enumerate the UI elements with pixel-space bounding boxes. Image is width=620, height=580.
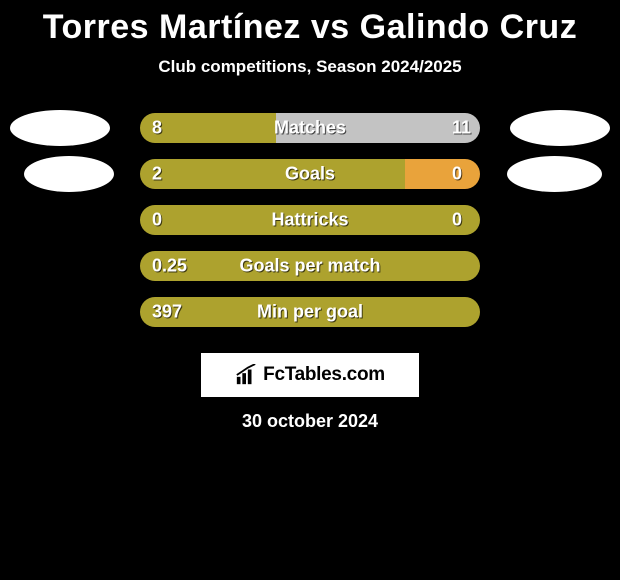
comparison-bars: 8 Matches 11 2 Goals 0 0 Hattricks 0 0.2… xyxy=(0,105,620,335)
bar-segment-right xyxy=(405,159,480,189)
player-avatar xyxy=(10,110,110,146)
bar-value-left: 8 xyxy=(152,118,162,139)
bar-row-goals: 2 Goals 0 xyxy=(0,151,620,197)
bar-chart-icon xyxy=(235,364,257,386)
bar-value-left: 0 xyxy=(152,210,162,231)
bar-label: Hattricks xyxy=(271,210,348,231)
bar-segment-left xyxy=(140,159,405,189)
bar-label: Matches xyxy=(274,118,346,139)
site-logo[interactable]: FcTables.com xyxy=(201,353,419,397)
bar-row-hattricks: 0 Hattricks 0 xyxy=(0,197,620,243)
page-title: Torres Martínez vs Galindo Cruz xyxy=(0,8,620,47)
bar-row-gpm: 0.25 Goals per match xyxy=(0,243,620,289)
bar-value-left: 0.25 xyxy=(152,256,187,277)
player-avatar xyxy=(510,110,610,146)
bar-value-right: 11 xyxy=(452,118,471,139)
bar-value-left: 2 xyxy=(152,164,162,185)
player-avatar xyxy=(24,156,114,192)
logo-text: FcTables.com xyxy=(263,364,385,386)
bar-value-left: 397 xyxy=(152,302,182,323)
bar-row-mpg: 397 Min per goal xyxy=(0,289,620,335)
page-subtitle: Club competitions, Season 2024/2025 xyxy=(0,57,620,77)
bar-row-matches: 8 Matches 11 xyxy=(0,105,620,151)
bar-label: Goals per match xyxy=(239,256,380,277)
bar-label: Min per goal xyxy=(257,302,363,323)
player-avatar xyxy=(507,156,602,192)
bar-value-right: 0 xyxy=(452,164,462,185)
date-label: 30 october 2024 xyxy=(0,411,620,432)
bar-value-right: 0 xyxy=(452,210,462,231)
bar-label: Goals xyxy=(285,164,335,185)
